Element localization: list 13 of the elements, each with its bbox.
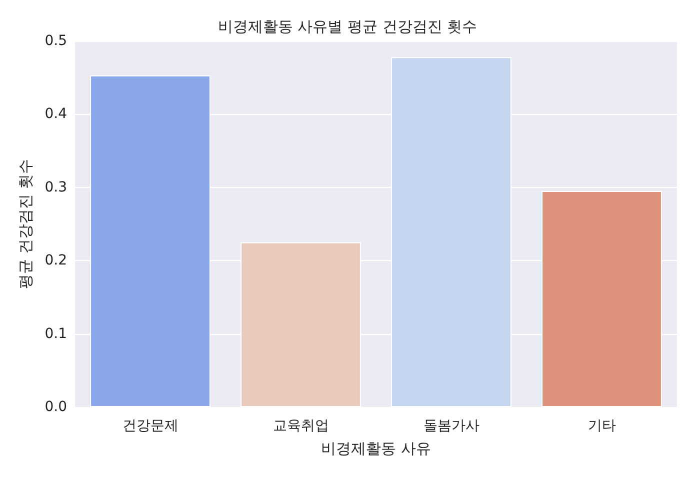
y-tick-label: 0.2 [44, 252, 67, 269]
chart-title: 비경제활동 사유별 평균 건강검진 횟수 [218, 18, 478, 36]
y-axis-title: 평균 건강검진 횟수 [16, 159, 34, 289]
y-tick-label: 0.0 [44, 399, 67, 415]
x-tick-label: 건강문제 [122, 418, 178, 434]
y-tick-label: 0.5 [44, 33, 67, 49]
x-tick-label: 교육취업 [272, 418, 329, 434]
x-axis-title: 비경제활동 사유 [321, 440, 431, 458]
x-tick-label: 돌봄가사 [423, 418, 480, 434]
y-tick-label: 0.3 [44, 179, 67, 196]
y-tick-label: 0.4 [44, 106, 68, 122]
y-tick-label: 0.1 [44, 326, 67, 342]
x-tick-label: 기타 [588, 418, 616, 434]
